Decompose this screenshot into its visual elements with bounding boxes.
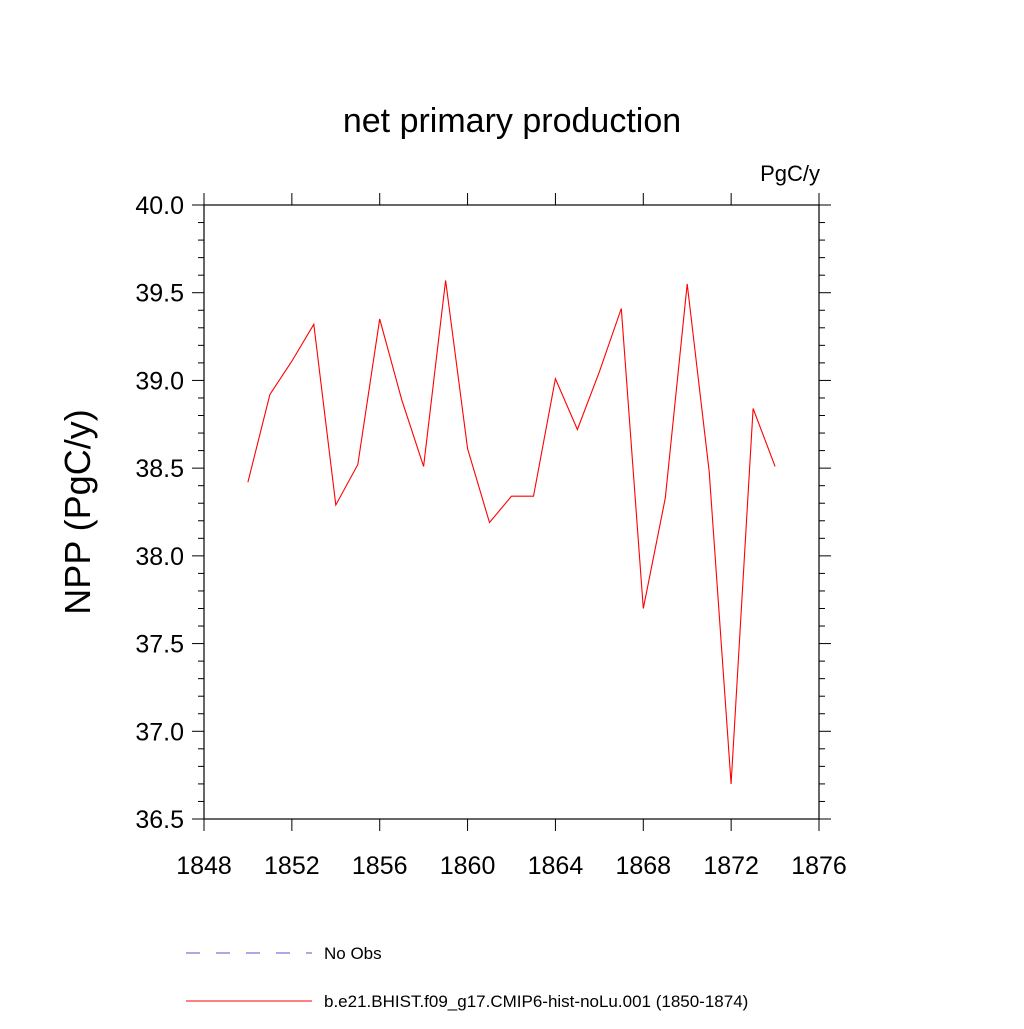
x-tick-label: 1852: [264, 852, 320, 880]
y-tick-label: 37.5: [135, 631, 184, 659]
y-axis-label: NPP (PgC/y): [57, 409, 98, 614]
legend-label-model-run: b.e21.BHIST.f09_g17.CMIP6-hist-noLu.001 …: [324, 992, 748, 1011]
x-tick-label: 1864: [528, 852, 584, 880]
y-tick-label: 38.0: [135, 543, 184, 571]
y-tick-label: 37.0: [135, 718, 184, 746]
y-tick-label: 39.0: [135, 367, 184, 395]
x-tick-label: 1876: [791, 852, 847, 880]
y-tick-label: 39.5: [135, 280, 184, 308]
x-tick-label: 1868: [615, 852, 671, 880]
x-tick-label: 1848: [176, 852, 232, 880]
y-tick-label: 36.5: [135, 806, 184, 834]
x-tick-label: 1872: [703, 852, 759, 880]
x-tick-label: 1860: [440, 852, 496, 880]
x-axis-ticks: 1848 1852 1856 1860 1864 1868 1872 1876: [176, 193, 847, 880]
series-line-1: [247, 280, 776, 784]
y-axis-ticks: 36.5 37.0 37.5 38.0 38.5 39.0 39.5 40.0: [135, 192, 831, 834]
legend-label-no-obs: No Obs: [324, 944, 382, 963]
series-layer: [247, 280, 776, 784]
units-label: PgC/y: [760, 161, 820, 186]
plot-frame: [203, 204, 820, 820]
y-tick-label: 40.0: [135, 192, 184, 220]
y-tick-label: 38.5: [135, 455, 184, 483]
chart-title: net primary production: [343, 102, 681, 140]
legend: No Obs b.e21.BHIST.f09_g17.CMIP6-hist-no…: [186, 944, 748, 1011]
x-tick-label: 1856: [352, 852, 408, 880]
